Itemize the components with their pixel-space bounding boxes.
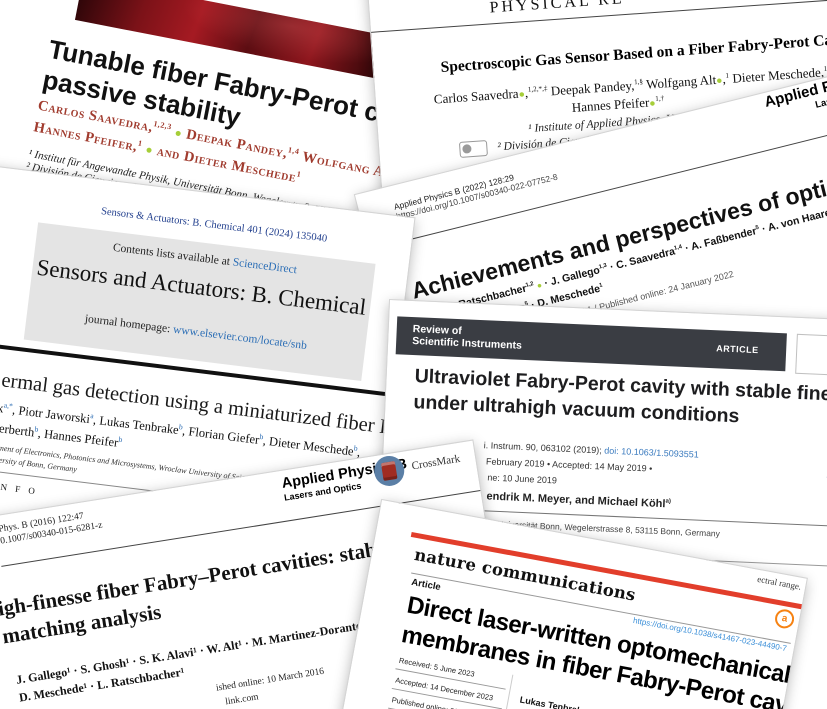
sciencedirect-link[interactable]: ScienceDirect: [232, 256, 298, 277]
rsi-article-label: ARTICLE: [715, 343, 759, 356]
rsi-banner-title: Review of Scientific Instruments: [412, 323, 523, 352]
high2016-journal-ref: Phys. B (2016) 122:47 0.1007/s00340-015-…: [0, 508, 103, 548]
nature-column-divider: [497, 674, 514, 709]
physrev-crossmark-badge-icon[interactable]: [458, 140, 488, 158]
nature-authors-line1: Lukas Tenbrake ●1,4 Alexand: [519, 694, 594, 709]
rsi-dates-line2: ne: 10 June 2019: [487, 472, 558, 486]
crossmark-label[interactable]: CrossMark: [410, 452, 462, 473]
rsi-dates-line1: February 2019 • Accepted: 14 May 2019 •: [485, 456, 653, 474]
rsi-scitation-box[interactable]: scitation.org/journal: [795, 333, 827, 381]
high2016-springerlink-fragment[interactable]: link.com: [224, 692, 260, 708]
rsi-cite-text: i. Instrum. 90, 063102 (2019);: [483, 440, 605, 456]
sensors-homepage-link[interactable]: www.elsevier.com/locate/snb: [172, 323, 308, 353]
rsi-authors: endrik M. Meyer, and Michael Köhla): [486, 490, 672, 511]
high2016-published-line: ished online: 10 March 2016: [215, 666, 325, 694]
elsevier-tree-logo-icon: [0, 209, 8, 275]
sensors-homepage-prefix: journal homepage:: [84, 312, 174, 336]
rsi-doi-link[interactable]: doi: 10.1063/1.5093551: [603, 445, 699, 460]
sensors-article-info-header-fragment: N F O: [0, 481, 39, 497]
sensors-contents-prefix: Contents lists available at: [112, 241, 234, 269]
open-access-icon: a: [773, 607, 796, 630]
rsi-journal-banner: Review of Scientific Instruments ARTICLE: [395, 316, 787, 372]
